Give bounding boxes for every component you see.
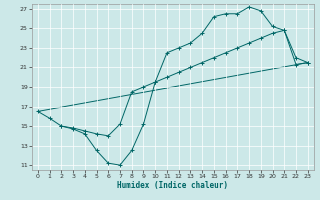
X-axis label: Humidex (Indice chaleur): Humidex (Indice chaleur) — [117, 181, 228, 190]
